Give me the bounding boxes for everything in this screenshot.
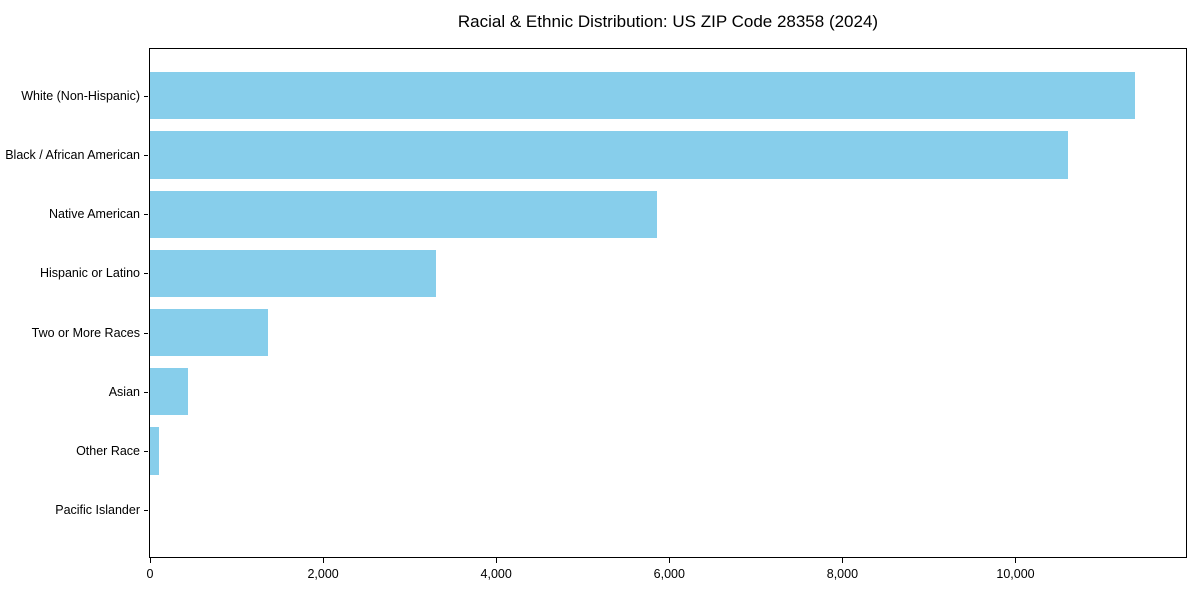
y-tick-mark [144, 214, 148, 216]
y-tick-mark [144, 95, 148, 97]
y-tick-mark [144, 154, 148, 156]
y-tick-label: Other Race [76, 444, 140, 459]
y-tick-mark [144, 451, 148, 453]
x-tick-label: 2,000 [307, 567, 339, 581]
x-tick-label: 8,000 [826, 567, 859, 581]
x-tick-label: 6,000 [653, 567, 685, 581]
bar-white-non-hispanic [150, 72, 1135, 120]
y-tick-label: Black / African American [5, 147, 140, 162]
bar-asian [150, 368, 189, 416]
y-tick-mark [144, 510, 148, 512]
chart-title: Racial & Ethnic Distribution: US ZIP Cod… [457, 12, 879, 31]
bar-two-or-more-races [150, 308, 268, 357]
y-tick-label: Asian [108, 384, 140, 399]
x-tick-mark [323, 558, 325, 563]
x-tick-mark [496, 558, 498, 563]
y-tick-label: Hispanic or Latino [39, 266, 140, 281]
x-tick-label: 4,000 [480, 567, 512, 581]
y-tick-mark [144, 332, 148, 334]
y-tick-mark [144, 391, 148, 393]
plot-area [149, 48, 1187, 558]
bar-native-american [150, 190, 658, 238]
y-tick-label: Two or More Races [31, 325, 140, 340]
bar-black-african-american [150, 131, 1069, 179]
y-tick-label: Native American [48, 207, 140, 222]
x-tick-mark [1015, 558, 1017, 563]
x-tick-mark [669, 558, 671, 563]
y-tick-label: Pacific Islander [55, 503, 140, 518]
bar-hispanic-or-latino [150, 249, 436, 298]
y-tick-mark [144, 273, 148, 275]
x-tick-label: 0 [146, 567, 154, 581]
x-tick-mark [150, 558, 151, 563]
y-tick-label: White (Non-Hispanic) [21, 88, 140, 103]
x-tick-mark [842, 558, 844, 563]
bar-other-race [150, 427, 159, 475]
x-tick-label: 10,000 [996, 567, 1035, 581]
